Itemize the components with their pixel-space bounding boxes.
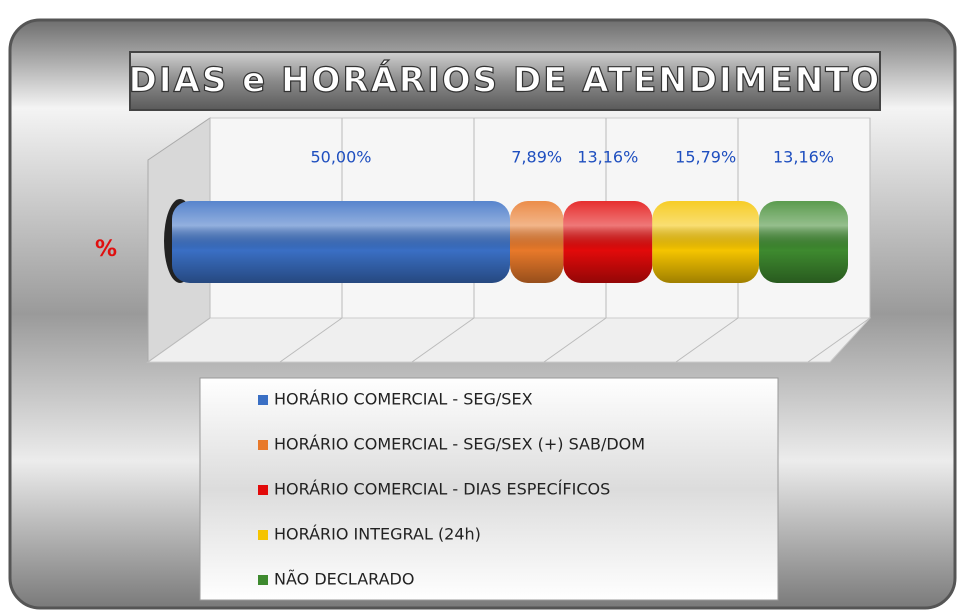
legend-label: HORÁRIO COMERCIAL - SEG/SEX (+) SAB/DOM (274, 435, 645, 454)
bar-shine (759, 201, 848, 283)
floor-grid-line (147, 317, 211, 363)
bar-shine (652, 201, 760, 283)
legend-label: HORÁRIO INTEGRAL (24h) (274, 525, 481, 544)
floor-grid-line (675, 317, 739, 363)
data-label: 7,89% (511, 148, 562, 167)
floor-grid-line (807, 317, 871, 363)
data-label: 13,16% (577, 148, 638, 167)
floor-grid-line (411, 317, 475, 363)
legend-swatch (258, 575, 268, 585)
data-label: 13,16% (773, 148, 834, 167)
chart-title: DIAS e HORÁRIOS DE ATENDIMENTO (129, 60, 882, 101)
category-label: % (95, 237, 117, 262)
bar-shine (172, 201, 510, 283)
title-box (129, 51, 881, 111)
bar-shine (510, 201, 564, 283)
legend-box (199, 377, 779, 601)
data-label: 50,00% (310, 148, 371, 167)
floor-grid-line (279, 317, 343, 363)
bar-shine (563, 201, 653, 283)
floor (146, 317, 872, 363)
floor-grid-line (543, 317, 607, 363)
legend-label: HORÁRIO COMERCIAL - DIAS ESPECÍFICOS (274, 480, 610, 499)
legend-label: NÃO DECLARADO (274, 570, 414, 589)
legend-label: HORÁRIO COMERCIAL - SEG/SEX (274, 390, 533, 409)
data-label: 15,79% (675, 148, 736, 167)
legend-swatch (258, 440, 268, 450)
legend-swatch (258, 395, 268, 405)
legend-swatch (258, 530, 268, 540)
legend-swatch (258, 485, 268, 495)
